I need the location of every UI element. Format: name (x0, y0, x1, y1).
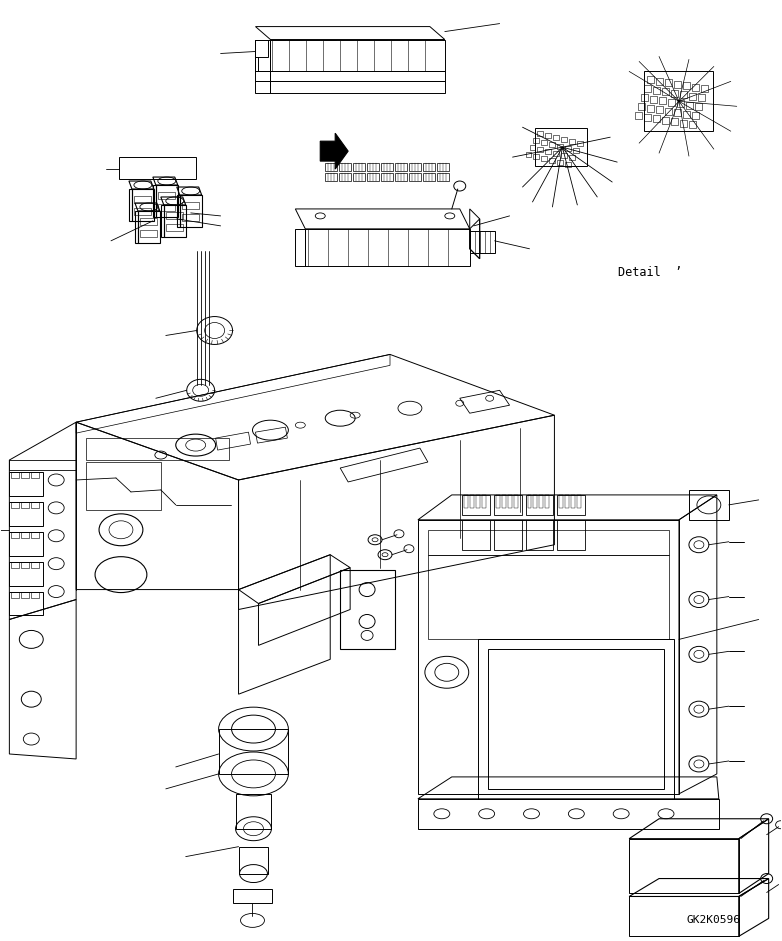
Polygon shape (321, 134, 348, 169)
Text: GK2K0596: GK2K0596 (687, 916, 741, 925)
Text: Detail  ʼ: Detail ʼ (619, 266, 683, 279)
